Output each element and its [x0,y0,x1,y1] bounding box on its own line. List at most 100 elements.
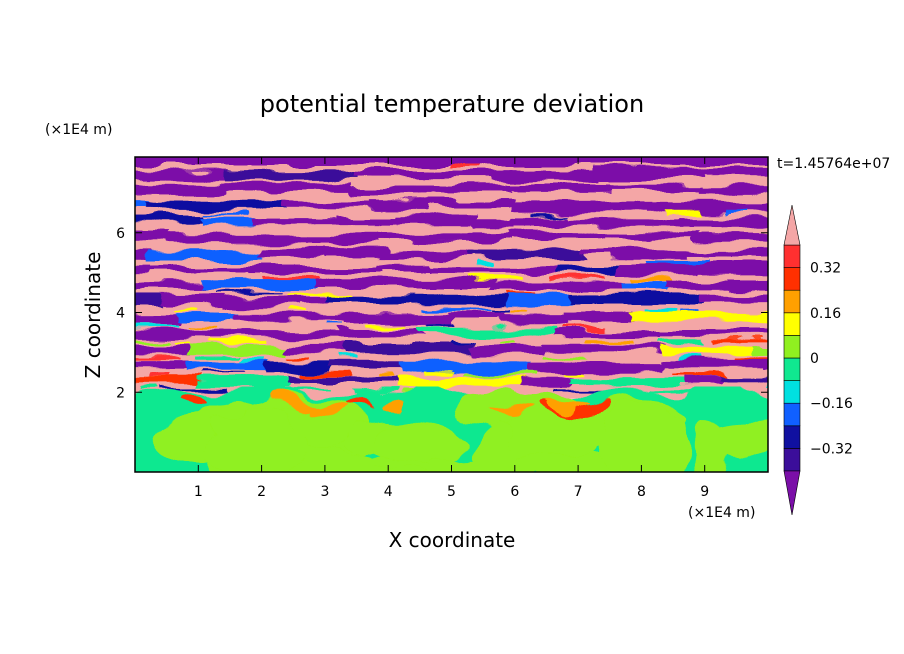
mixing-streak [564,372,586,376]
mixed-layer-plume [207,411,304,472]
stratified-band [376,234,512,242]
mixing-streak [500,341,516,346]
mixing-streak [135,340,169,344]
x-tick-label: 8 [637,484,646,500]
stratified-band [285,343,348,352]
stratified-band [411,279,494,289]
stratified-band [800,343,861,350]
y-tick-label: 4 [116,306,125,322]
stratified-band [135,249,152,259]
stratified-band [187,345,290,356]
stratified-band [427,199,517,206]
stratified-band [507,232,608,241]
colorbar-tick-label: 0 [810,351,819,367]
mixing-streak [135,373,139,377]
stratified-band [149,265,257,273]
mixing-streak [115,164,132,167]
stratified-band [533,170,597,181]
inversion-warm-patch [269,398,323,411]
mixing-streak [365,325,405,328]
inversion-warm-patch [491,405,528,412]
stratified-band [800,218,837,228]
stratified-band [580,248,616,256]
stratified-band [397,215,479,226]
mixing-streak [448,341,477,345]
mixing-streak [115,260,134,264]
colorbar: 0.32 0.16 0 −0.16 −0.32 [783,204,853,516]
mixing-streak [289,357,310,361]
mixing-streak [135,357,181,360]
stratified-band [472,346,544,356]
mixing-streak [327,323,345,326]
stratified-band [196,378,288,388]
mixing-streak [214,291,284,294]
stratified-band [254,218,342,225]
mixing-streak [679,356,706,360]
stratified-band [806,232,904,240]
stratified-band [135,313,181,325]
stratified-band [805,282,865,291]
stratified-band [264,362,333,373]
inversion-warm-patch [315,402,347,415]
stratified-band [135,295,165,306]
mixing-streak [449,164,481,168]
stratified-band [699,167,768,175]
mixing-streak [466,275,521,280]
colorbar-segment [783,244,801,268]
mixing-streak [156,388,229,391]
stratified-band [328,360,407,368]
stratified-band [766,378,768,389]
colorbar-segment [783,380,801,404]
stratified-band [304,234,381,244]
stratified-band [135,231,169,241]
stratified-band [355,170,494,178]
stratified-band [252,266,385,274]
mixing-streak [263,276,319,281]
stratified-band [765,311,768,321]
mixing-streak [489,307,511,312]
mixed-layer-plume [690,421,728,472]
stratified-band [176,312,239,321]
inversion-warm-patch [545,397,582,410]
x-tick-label: 5 [447,484,456,500]
colorbar-segment [783,335,801,359]
stratified-band [135,170,228,180]
stratified-band [564,311,635,322]
colorbar-tick-label: 0.16 [810,306,841,322]
x-tick-label: 9 [700,484,709,500]
stratified-band [428,265,562,273]
stratified-band [693,234,768,242]
mixing-streak [506,293,535,298]
x-tick-label: 2 [257,484,266,500]
upper-layer-field [115,157,904,403]
mixing-streak [549,276,608,280]
mixing-streak [350,387,400,391]
mixing-streak [652,389,724,394]
mixing-streak [681,309,698,313]
stratified-band [527,362,663,373]
stratified-band [464,184,511,194]
mixing-streak [239,357,263,362]
stratified-band [736,295,768,303]
mixing-streak [671,372,725,376]
stratified-band [160,295,225,305]
mixing-streak [656,339,706,344]
mixing-streak [543,357,585,361]
stratified-band [202,217,259,225]
stratified-band [763,359,768,368]
stratified-band [343,343,477,354]
stratified-band [605,184,701,191]
stratified-band [468,250,585,258]
mixing-streak [138,387,155,391]
stratified-band [553,330,658,338]
stratified-band [621,282,668,292]
mixing-streak [288,293,351,296]
stratified-band [146,201,288,211]
stratified-band [411,296,511,304]
stratified-band [658,359,768,367]
mixing-streak [336,355,357,359]
stratified-band [199,280,320,289]
x-axis-unit: (×1E4 m) [688,505,755,521]
stratified-band [368,199,432,210]
mixing-streak [176,308,198,311]
